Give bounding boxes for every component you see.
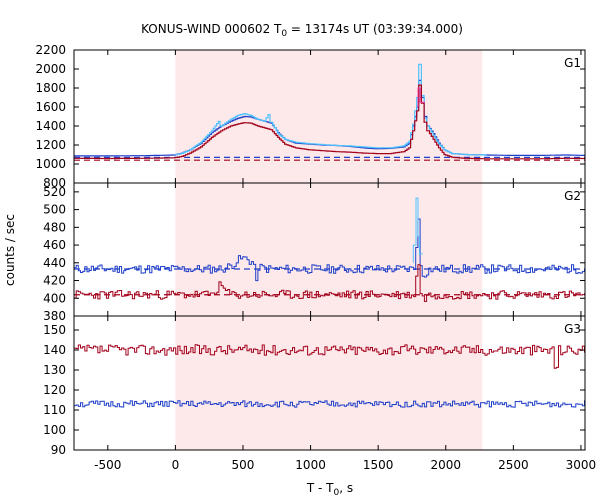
chart-title: KONUS-WIND 000602 T0 = 13174s UT (03:39:…: [141, 22, 463, 39]
y-tick-label: 1000: [35, 157, 66, 171]
panel-frames: [73, 49, 586, 451]
G2-series-blue: [74, 218, 585, 282]
x-tick-label: 1500: [363, 458, 394, 472]
highlight-regions: [175, 50, 483, 450]
G2-series-cyan: [412, 197, 423, 263]
panel-G2-series: [74, 197, 585, 302]
x-tick-label: 1000: [295, 458, 326, 472]
x-tick-label: -500: [94, 458, 121, 472]
y-tick-label: 800: [43, 176, 66, 190]
x-axis-label: T - T0, s: [306, 481, 353, 498]
x-tick-label: 3000: [566, 458, 597, 472]
panel-G1-series: [74, 63, 585, 161]
y-tick-label: 400: [43, 291, 66, 305]
G3-series-blue: [74, 400, 585, 408]
ticks: G18001000120014001600180020002200G238040…: [35, 43, 596, 472]
y-axis-label: counts / sec: [3, 214, 17, 286]
y-tick-label: 1600: [35, 100, 66, 114]
G2-series-red: [74, 264, 585, 302]
panel-label-G1: G1: [564, 56, 581, 70]
x-tick-label: 500: [232, 458, 255, 472]
y-tick-label: 480: [43, 220, 66, 234]
y-tick-label: 1800: [35, 81, 66, 95]
y-tick-label: 500: [43, 203, 66, 217]
series-layer: [74, 63, 585, 408]
y-tick-label: 100: [43, 423, 66, 437]
y-tick-label: 120: [43, 383, 66, 397]
G1-series-magenta: [417, 87, 425, 107]
highlight-interval-G2: [175, 183, 483, 316]
y-tick-label: 460: [43, 238, 66, 252]
panel-G3-frame: [73, 315, 586, 451]
G1-series-cyan: [174, 63, 487, 156]
y-tick-label: 2200: [35, 43, 66, 57]
y-tick-label: 1200: [35, 138, 66, 152]
y-tick-label: 110: [43, 403, 66, 417]
highlight-interval-G3: [175, 316, 483, 450]
y-tick-label: 440: [43, 256, 66, 270]
panel-label-G2: G2: [564, 189, 581, 203]
G1-series-red: [74, 84, 585, 160]
x-tick-label: 0: [172, 458, 180, 472]
x-tick-label: 2000: [430, 458, 461, 472]
highlight-interval-G1: [175, 50, 483, 183]
y-tick-label: 90: [51, 443, 66, 457]
y-tick-label: 150: [43, 323, 66, 337]
y-tick-label: 380: [43, 309, 66, 323]
y-tick-label: 1400: [35, 119, 66, 133]
panel-G3-series: [74, 344, 585, 408]
y-tick-label: 520: [43, 185, 66, 199]
y-tick-label: 130: [43, 363, 66, 377]
y-tick-label: 140: [43, 343, 66, 357]
G3-series-red: [74, 344, 585, 369]
y-tick-label: 420: [43, 274, 66, 288]
panel-label-G3: G3: [564, 322, 581, 336]
x-tick-label: 2500: [498, 458, 529, 472]
y-tick-label: 2000: [35, 62, 66, 76]
